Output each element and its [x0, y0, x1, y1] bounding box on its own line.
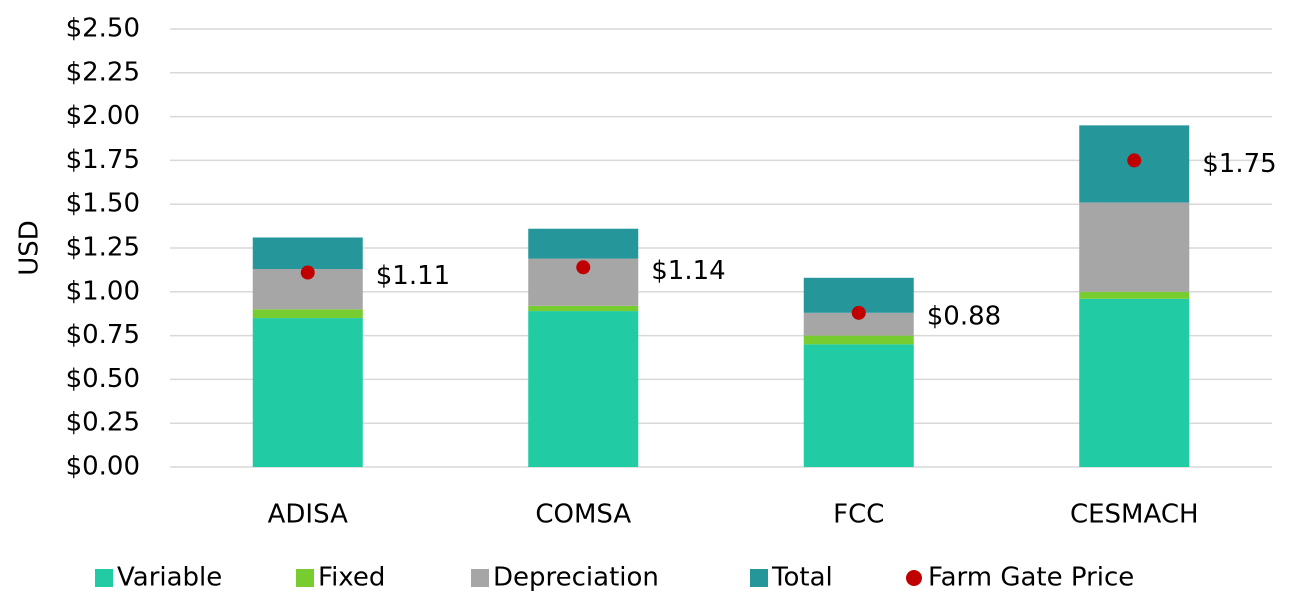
x-tick-label: CESMACH [1070, 500, 1199, 530]
x-tick-label: ADISA [268, 500, 348, 530]
legend-label: Depreciation [493, 563, 659, 593]
x-tick-label: FCC [833, 500, 884, 530]
y-axis-label: USD [15, 220, 45, 276]
legend-swatch [95, 569, 113, 587]
bar-segment [528, 305, 639, 312]
y-tick-label: $0.00 [66, 452, 140, 482]
y-tick-label: $1.00 [66, 276, 140, 306]
price-marker [851, 305, 866, 320]
value-label: $1.75 [1202, 149, 1276, 179]
y-tick-label: $2.50 [66, 14, 140, 44]
legend-label: Fixed [318, 563, 385, 593]
legend-label: Total [771, 563, 833, 593]
legend-marker [906, 570, 922, 586]
price-marker [576, 260, 591, 275]
bar-segment [252, 309, 363, 319]
bar-segment [803, 312, 914, 336]
legend-swatch [750, 569, 768, 587]
bar-segment [1079, 291, 1190, 299]
legend-swatch [296, 569, 314, 587]
y-tick-label: $1.50 [66, 189, 140, 219]
value-label: $0.88 [927, 301, 1001, 331]
y-tick-label: $2.00 [66, 101, 140, 131]
bar-segment [803, 344, 914, 467]
x-tick-label: COMSA [535, 500, 631, 530]
bar-segment [528, 228, 639, 259]
legend-label: Farm Gate Price [928, 563, 1134, 593]
bar-segment [1079, 298, 1190, 467]
value-label: $1.11 [376, 261, 450, 291]
y-tick-label: $1.25 [66, 233, 140, 263]
price-marker [1127, 153, 1142, 168]
bar-segment [252, 318, 363, 467]
legend-label: Variable [117, 563, 222, 593]
bar-segment [528, 311, 639, 467]
price-marker [300, 265, 315, 280]
bar-segment [1079, 202, 1190, 292]
bar-segment [252, 237, 363, 270]
y-tick-label: $0.75 [66, 320, 140, 350]
legend-swatch [471, 569, 489, 587]
y-tick-label: $0.25 [66, 408, 140, 438]
bar-segment [803, 335, 914, 345]
value-label: $1.14 [651, 256, 725, 286]
y-tick-label: $0.50 [66, 364, 140, 394]
y-tick-label: $2.25 [66, 57, 140, 87]
y-tick-label: $1.75 [66, 145, 140, 175]
